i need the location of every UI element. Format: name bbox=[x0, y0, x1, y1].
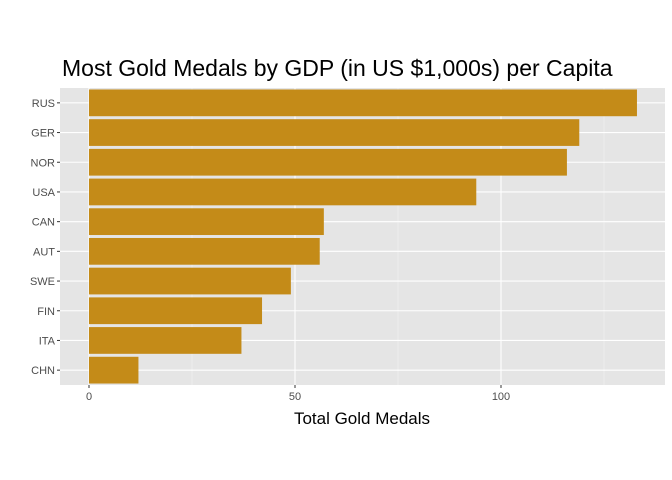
y-axis: RUS GER NOR USA CAN AUT SWE FIN ITA CHN bbox=[30, 98, 60, 377]
bar-swe bbox=[89, 267, 291, 295]
x-axis-title: Total Gold Medals bbox=[294, 409, 430, 428]
x-tick-label: 100 bbox=[492, 391, 510, 403]
y-tick-label: SWE bbox=[30, 276, 55, 288]
bar-fin bbox=[89, 297, 263, 325]
bar-nor bbox=[89, 148, 567, 176]
bar-usa bbox=[89, 178, 477, 206]
y-tick-label: USA bbox=[32, 187, 55, 199]
bar-ger bbox=[89, 119, 580, 146]
y-tick-label: AUT bbox=[33, 246, 55, 258]
y-tick-label: CAN bbox=[32, 217, 55, 229]
chart-title: Most Gold Medals by GDP (in US $1,000s) … bbox=[62, 55, 613, 81]
bars bbox=[89, 89, 637, 384]
x-tick-label: 50 bbox=[289, 391, 301, 403]
y-tick-label: ITA bbox=[39, 335, 56, 347]
x-tick-label: 0 bbox=[86, 391, 92, 403]
y-tick-label: GER bbox=[31, 128, 55, 140]
bar-ita bbox=[89, 327, 242, 354]
y-tick-label: FIN bbox=[37, 306, 55, 318]
bar-can bbox=[89, 208, 324, 236]
y-tick-label: RUS bbox=[32, 98, 55, 110]
y-tick-label: NOR bbox=[31, 157, 56, 169]
bar-chn bbox=[89, 356, 139, 384]
bar-aut bbox=[89, 237, 320, 265]
bar-rus bbox=[89, 89, 637, 117]
x-axis: 0 50 100 bbox=[86, 385, 510, 403]
y-tick-label: CHN bbox=[31, 365, 55, 377]
